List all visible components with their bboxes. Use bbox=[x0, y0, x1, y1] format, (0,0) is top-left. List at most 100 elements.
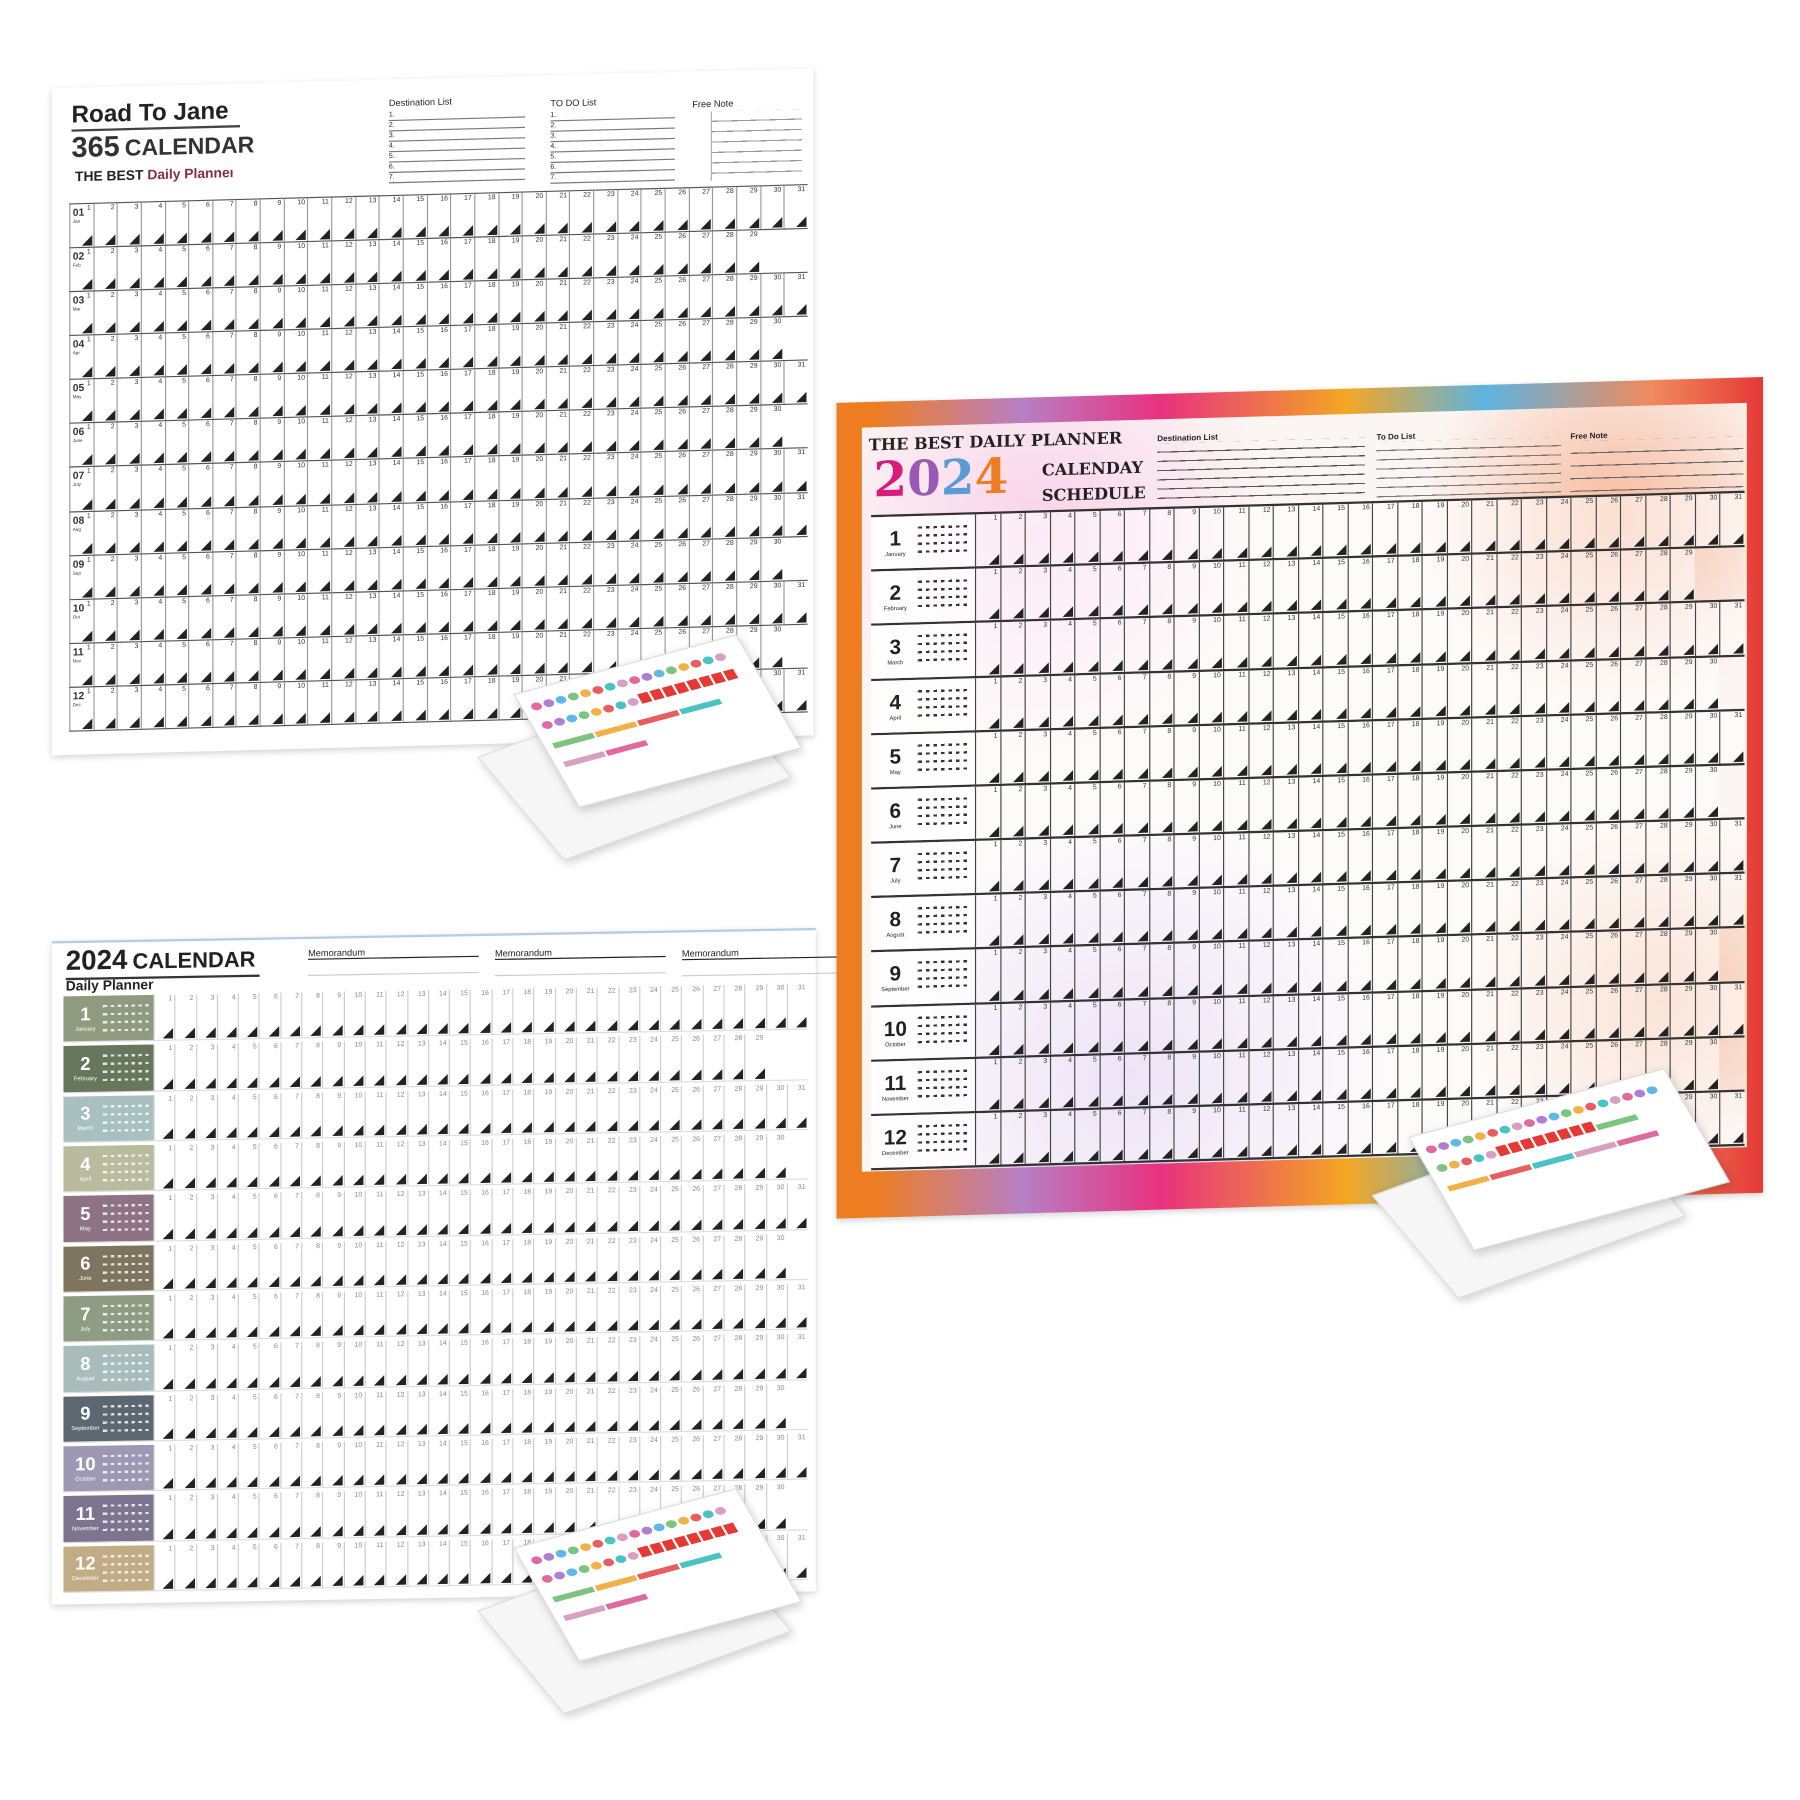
day-cell[interactable]: 8 bbox=[1148, 998, 1174, 1052]
day-cell[interactable]: 13 bbox=[355, 635, 379, 680]
day-cell[interactable]: 29 bbox=[1670, 875, 1695, 929]
day-cell[interactable]: 9 bbox=[259, 638, 284, 682]
day-cell[interactable]: 15 bbox=[1322, 1048, 1348, 1102]
day-cell[interactable]: 5 bbox=[237, 1092, 260, 1139]
day-cell[interactable]: 16 bbox=[470, 1138, 492, 1185]
day-cell[interactable]: 14 bbox=[1297, 994, 1323, 1048]
day-cell[interactable]: 9 bbox=[322, 1541, 344, 1588]
day-cell[interactable]: 24 bbox=[639, 1085, 661, 1132]
day-cell[interactable]: 21 bbox=[1471, 663, 1497, 716]
day-cell[interactable]: 28 bbox=[1645, 603, 1671, 657]
day-cell[interactable]: 25 bbox=[660, 1285, 682, 1332]
day-cell[interactable]: 14 bbox=[378, 415, 403, 459]
day-cell[interactable]: 26 bbox=[664, 495, 689, 540]
day-cell[interactable]: 8 bbox=[1148, 835, 1174, 889]
day-cell[interactable]: 22 bbox=[596, 1336, 618, 1383]
day-cell[interactable]: 8 bbox=[1148, 726, 1174, 780]
day-cell[interactable]: 2 bbox=[999, 1111, 1025, 1165]
day-cell[interactable]: 21 bbox=[575, 1137, 597, 1183]
day-cell[interactable]: 8 bbox=[235, 287, 260, 331]
day-cell[interactable]: 23 bbox=[1521, 879, 1546, 933]
day-cell[interactable]: 19 bbox=[533, 1137, 555, 1184]
day-cell[interactable]: 29 bbox=[1670, 766, 1695, 820]
day-cell[interactable]: 15 bbox=[1322, 558, 1348, 612]
day-cell[interactable]: 9 bbox=[322, 1091, 344, 1138]
day-cell[interactable]: 25 bbox=[660, 1135, 682, 1182]
day-cell[interactable]: 27 bbox=[702, 1134, 724, 1181]
day-cell[interactable]: 29 bbox=[744, 1334, 766, 1380]
day-cell[interactable]: 27 bbox=[702, 1034, 724, 1081]
day-cell[interactable]: 3 bbox=[195, 1343, 217, 1390]
day-cell[interactable]: 13 bbox=[1272, 1104, 1298, 1157]
day-cell[interactable]: 3 bbox=[116, 510, 141, 554]
day-cell[interactable]: 14 bbox=[1297, 1103, 1323, 1157]
day-cell[interactable]: 27 bbox=[702, 1184, 724, 1231]
day-cell[interactable]: 13 bbox=[355, 591, 379, 636]
day-cell[interactable]: 9 bbox=[259, 198, 284, 243]
day-cell[interactable]: 24 bbox=[616, 541, 641, 585]
day-cell[interactable]: 6 bbox=[259, 992, 281, 1039]
day-cell[interactable]: 13 bbox=[1272, 940, 1298, 994]
day-cell[interactable]: 15 bbox=[402, 370, 427, 415]
day-cell[interactable]: 3 bbox=[195, 1493, 217, 1540]
day-cell[interactable]: 21 bbox=[1471, 989, 1497, 1043]
day-cell[interactable]: 20 bbox=[521, 543, 546, 587]
day-cell[interactable]: 13 bbox=[1272, 777, 1298, 831]
day-cell[interactable]: 25 bbox=[660, 1035, 682, 1082]
day-cell[interactable]: 6 bbox=[259, 1142, 281, 1189]
day-cell[interactable]: 22 bbox=[596, 986, 618, 1033]
day-cell[interactable]: 3 bbox=[195, 1443, 217, 1490]
day-cell[interactable]: 7 bbox=[1123, 836, 1149, 889]
day-cell[interactable]: 20 bbox=[1446, 1044, 1472, 1098]
day-cell[interactable]: 9 bbox=[322, 1191, 344, 1238]
day-cell[interactable]: 27 bbox=[702, 1084, 724, 1131]
day-cell[interactable]: 15 bbox=[1322, 885, 1348, 938]
day-cell[interactable]: 16 bbox=[426, 633, 451, 678]
day-cell[interactable]: 30 bbox=[765, 1333, 787, 1380]
day-cell[interactable]: 9 bbox=[1173, 1106, 1199, 1160]
day-cell[interactable]: 14 bbox=[427, 989, 450, 1036]
day-cell[interactable]: 7 bbox=[1123, 890, 1149, 944]
day-cell[interactable]: 20 bbox=[1446, 935, 1472, 989]
day-cell[interactable]: 24 bbox=[639, 1335, 661, 1382]
day-cell[interactable]: 23 bbox=[1521, 988, 1546, 1042]
day-cell[interactable]: 5 bbox=[164, 333, 189, 377]
day-cell[interactable]: 22 bbox=[569, 586, 594, 630]
day-cell[interactable]: 18 bbox=[512, 1088, 534, 1134]
day-cell[interactable]: 27 bbox=[1620, 876, 1646, 930]
day-cell[interactable]: 28 bbox=[723, 1234, 745, 1281]
day-cell[interactable]: 4 bbox=[140, 685, 165, 729]
day-cell[interactable]: 13 bbox=[406, 1539, 428, 1586]
day-cell[interactable]: 27 bbox=[1620, 985, 1646, 1039]
day-cell[interactable]: 12 bbox=[1248, 614, 1273, 668]
day-cell[interactable]: 5 bbox=[1074, 1109, 1100, 1163]
day-cell[interactable]: 11 bbox=[364, 1390, 386, 1437]
day-cell[interactable]: 26 bbox=[1595, 986, 1621, 1040]
day-cell[interactable]: 31 bbox=[1719, 1091, 1745, 1145]
day-cell[interactable]: 13 bbox=[355, 284, 379, 328]
day-cell[interactable]: 24 bbox=[1545, 933, 1571, 987]
day-cell[interactable]: 19 bbox=[497, 544, 522, 588]
day-cell[interactable]: 29 bbox=[736, 186, 760, 230]
day-cell[interactable]: 15 bbox=[449, 1389, 471, 1436]
day-cell[interactable]: 15 bbox=[402, 326, 427, 371]
day-cell[interactable]: 9 bbox=[322, 1141, 344, 1188]
day-cell[interactable]: 5 bbox=[1074, 1000, 1100, 1054]
day-cell[interactable]: 16 bbox=[1347, 557, 1373, 611]
day-cell[interactable]: 25 bbox=[1570, 551, 1596, 605]
day-cell[interactable]: 13 bbox=[406, 1439, 428, 1486]
day-cell[interactable]: 18 bbox=[474, 412, 498, 457]
day-cell[interactable]: 26 bbox=[1595, 659, 1621, 713]
day-cell[interactable]: 30 bbox=[1694, 1037, 1720, 1091]
day-cell[interactable]: 27 bbox=[1620, 495, 1646, 549]
day-cell[interactable]: 16 bbox=[426, 194, 451, 238]
day-cell[interactable]: 6 bbox=[1099, 782, 1124, 836]
day-cell[interactable]: 5 bbox=[164, 508, 189, 553]
day-cell[interactable]: 29 bbox=[744, 1034, 766, 1080]
day-cell[interactable]: 25 bbox=[1570, 605, 1596, 659]
day-cell[interactable]: 26 bbox=[664, 451, 689, 496]
day-cell[interactable]: 11 bbox=[1223, 561, 1249, 615]
day-cell[interactable]: 17 bbox=[450, 325, 475, 370]
day-cell[interactable]: 27 bbox=[688, 539, 713, 583]
day-cell[interactable]: 8 bbox=[235, 507, 260, 551]
